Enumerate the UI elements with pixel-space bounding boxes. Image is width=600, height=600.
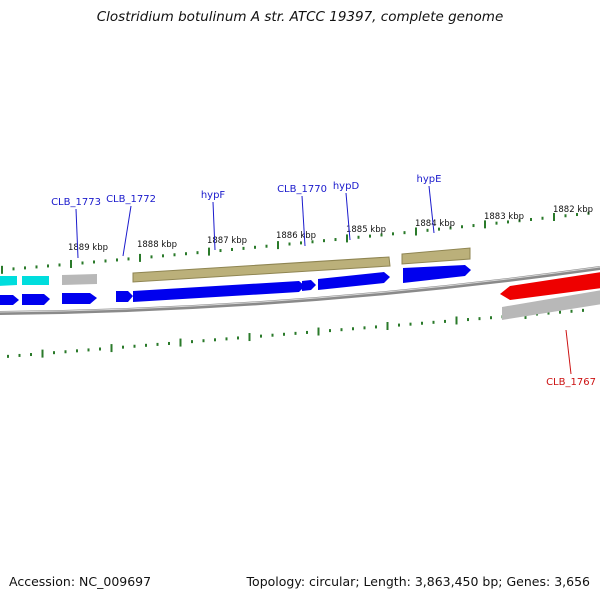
forward-cds-arrow[interactable] xyxy=(62,293,97,304)
gene-label[interactable]: CLB_1773 xyxy=(51,197,101,208)
length-label: Length: xyxy=(363,574,411,589)
genes-label: Genes: xyxy=(506,574,551,589)
other-cds-block[interactable] xyxy=(22,276,49,285)
forward-cds-arrow[interactable] xyxy=(302,280,316,291)
forward-cds-arrow[interactable] xyxy=(22,294,50,305)
length-value: 3,863,450 bp xyxy=(414,574,499,589)
gene-label[interactable]: hypD xyxy=(333,181,360,192)
genes-value: 3,656 xyxy=(554,574,590,589)
forward-cds-arrow[interactable] xyxy=(133,281,305,302)
other-cds-block[interactable] xyxy=(0,276,17,286)
backbone-highlight xyxy=(0,266,600,313)
forward-cds-arrow[interactable] xyxy=(403,265,471,283)
gene-label[interactable]: hypF xyxy=(201,190,226,201)
tick-label: 1884 kbp xyxy=(415,219,455,229)
gene-label[interactable]: hypE xyxy=(417,174,442,185)
gene-label-leader xyxy=(345,192,351,241)
gene-label-leader xyxy=(122,205,132,257)
tick-label: 1886 kbp xyxy=(276,231,316,241)
tick-marks: 1882 kbp 1883 kbp 1884 kbp 1885 kbp 1886 kbp… xyxy=(1,205,593,358)
gene-features xyxy=(0,247,600,320)
reverse-cds-arrow[interactable] xyxy=(500,272,600,300)
gene-label-leader xyxy=(212,201,216,251)
forward-cds-arrow[interactable] xyxy=(0,295,19,305)
tick-label: 1882 kbp xyxy=(553,205,593,215)
accession-label: Accession: xyxy=(9,574,76,589)
tick-label: 1883 kbp xyxy=(484,212,524,222)
topology-value: circular xyxy=(309,574,356,589)
gene-label[interactable]: CLB_1767 xyxy=(546,377,596,388)
forward-cds-arrow[interactable] xyxy=(318,272,390,290)
map-title: Clostridium botulinum A str. ATCC 19397,… xyxy=(96,9,504,25)
genome-backbone xyxy=(0,266,600,315)
accession-value: NC_009697 xyxy=(79,574,152,589)
gene-label[interactable]: CLB_1772 xyxy=(106,194,156,205)
gene-label-leader xyxy=(75,208,79,259)
gene-label[interactable]: CLB_1770 xyxy=(277,184,327,195)
gene-label-leader xyxy=(428,185,435,234)
grey-cds-block[interactable] xyxy=(62,274,97,285)
hypothetical-block[interactable] xyxy=(132,256,391,283)
backbone-arc xyxy=(0,266,600,315)
topology-label: Topology: xyxy=(246,574,306,589)
grey-reverse-block[interactable] xyxy=(502,290,600,320)
gene-label-leader xyxy=(301,195,306,247)
tick-label: 1885 kbp xyxy=(346,225,386,235)
gene-labels: CLB_1773 CLB_1772 hypF CLB_1770 hypD hypE CLB_… xyxy=(51,174,596,388)
tick-label: 1887 kbp xyxy=(207,236,247,246)
genome-stats-line: Topology: circular; Length: 3,863,450 bp… xyxy=(246,574,590,589)
hypothetical-block[interactable] xyxy=(401,247,471,265)
forward-cds-arrow[interactable] xyxy=(116,291,133,302)
gene-label-leader xyxy=(565,329,572,375)
tick-label: 1888 kbp xyxy=(137,240,177,250)
tick-label: 1889 kbp xyxy=(68,243,108,253)
accession-line: Accession: NC_009697 xyxy=(9,574,151,589)
